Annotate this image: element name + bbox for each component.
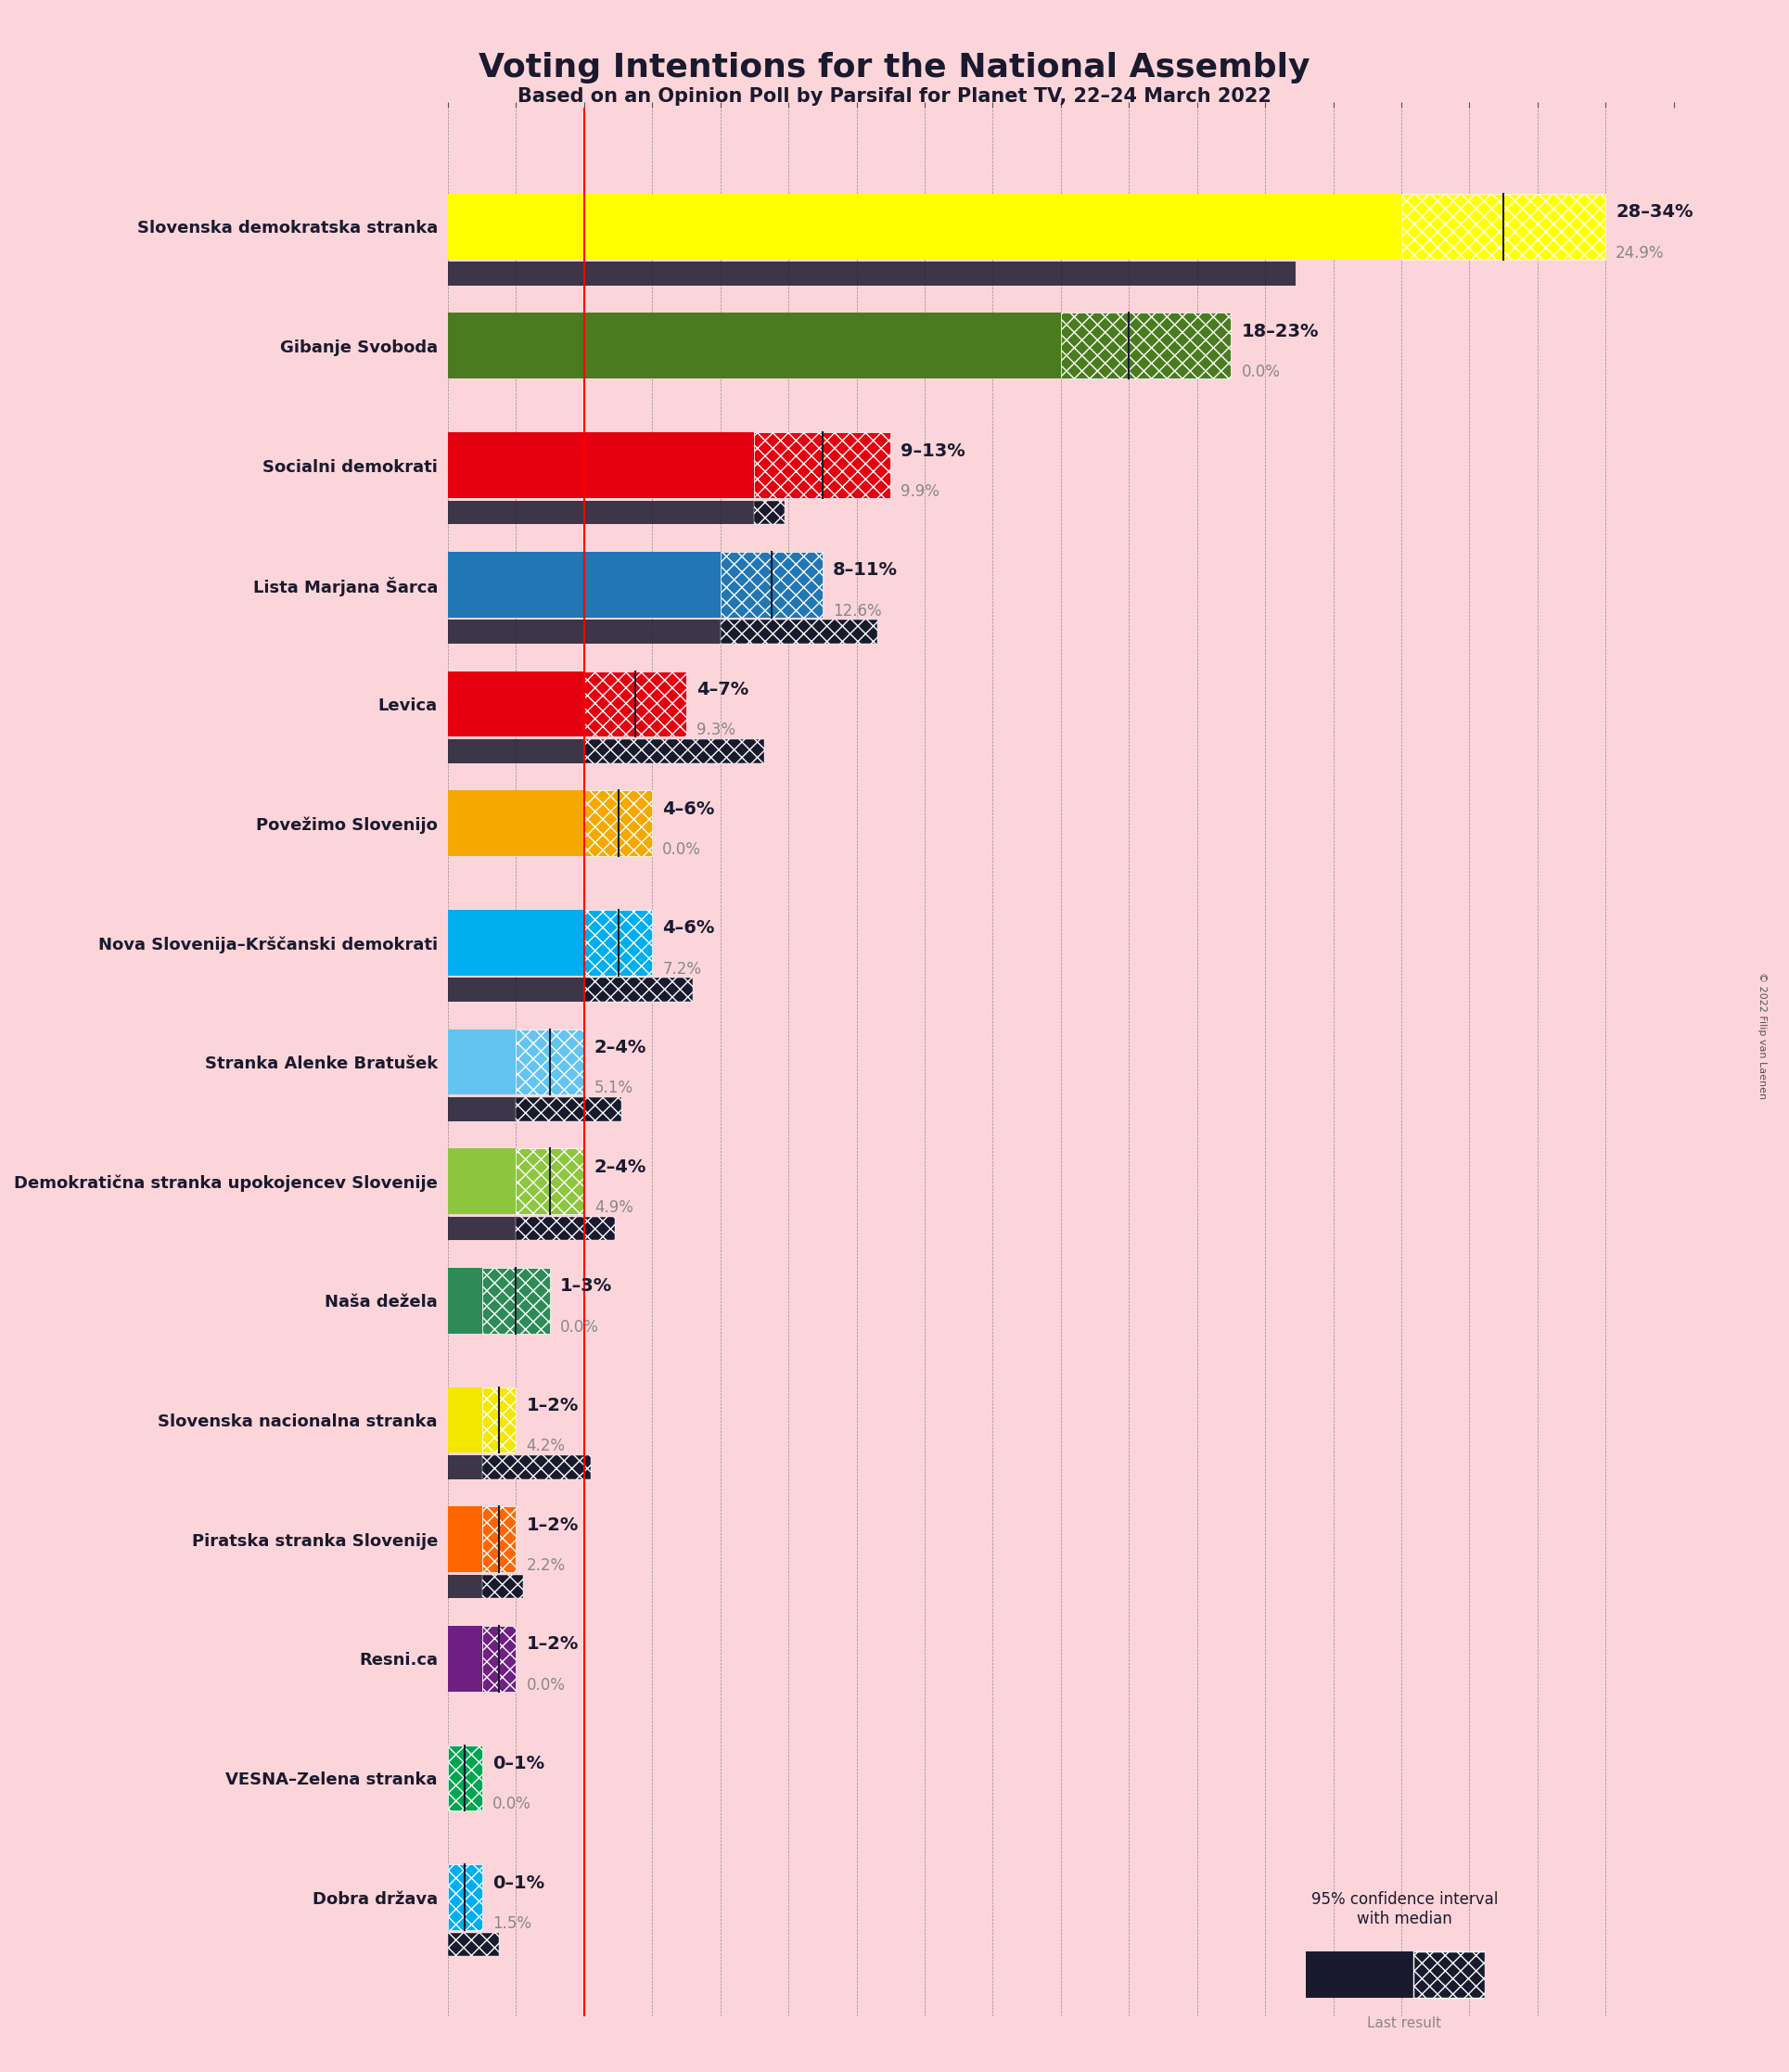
Bar [447,1216,615,1241]
Bar [447,261,1295,286]
Bar [481,1268,549,1334]
Bar [721,620,877,644]
Text: 0–1%: 0–1% [492,1755,544,1772]
Text: 12.6%: 12.6% [832,603,882,620]
Bar [515,1096,621,1121]
Text: 4–6%: 4–6% [662,920,716,937]
Bar [447,193,1401,259]
Text: 0.0%: 0.0% [1242,365,1281,381]
Bar [447,1386,481,1452]
Text: 9.9%: 9.9% [902,483,939,499]
Text: 1.5%: 1.5% [492,1915,531,1931]
Bar [447,1933,499,1956]
Text: 24.9%: 24.9% [1615,244,1664,261]
Text: Last result: Last result [1367,2016,1442,2031]
Bar [447,789,585,856]
Bar [721,551,823,617]
Bar [447,740,764,762]
Text: 28–34%: 28–34% [1615,203,1692,222]
Bar [515,1148,585,1214]
Bar [447,313,1061,379]
Bar [447,551,721,617]
Bar [481,1455,590,1479]
Bar [447,1745,481,1811]
Text: 0.0%: 0.0% [560,1318,599,1334]
Text: Based on an Opinion Poll by Parsifal for Planet TV, 22–24 March 2022: Based on an Opinion Poll by Parsifal for… [517,87,1272,106]
Bar [447,433,755,497]
Text: 95% confidence interval
with median: 95% confidence interval with median [1311,1892,1497,1927]
Text: 2–4%: 2–4% [594,1038,646,1057]
Text: 0–1%: 0–1% [492,1875,544,1892]
Bar [585,671,687,738]
Text: 4–6%: 4–6% [662,800,716,818]
Text: 1–3%: 1–3% [560,1278,612,1295]
Bar [1413,1952,1485,1997]
Text: © 2022 Filip van Laenen: © 2022 Filip van Laenen [1757,972,1768,1100]
Text: 4.2%: 4.2% [526,1438,565,1455]
Text: 2.2%: 2.2% [526,1558,565,1575]
Text: 9–13%: 9–13% [902,441,966,460]
Text: 8–11%: 8–11% [832,562,898,578]
Text: 1–2%: 1–2% [526,1517,578,1533]
Text: 0.0%: 0.0% [662,841,701,858]
Bar [447,978,692,1001]
Bar [1306,1952,1413,1997]
Bar [447,1096,621,1121]
Bar [755,501,785,524]
Text: 4.9%: 4.9% [594,1200,633,1216]
Bar [447,910,585,976]
Text: Voting Intentions for the National Assembly: Voting Intentions for the National Assem… [479,52,1310,83]
Bar [585,910,653,976]
Bar [447,620,877,644]
Text: 1–2%: 1–2% [526,1397,578,1415]
Bar [515,1216,615,1241]
Bar [481,1575,522,1598]
Text: 7.2%: 7.2% [662,961,701,978]
Bar [481,1627,515,1691]
Text: 4–7%: 4–7% [696,682,748,698]
Bar [447,501,785,524]
Bar [481,1506,515,1573]
Bar [585,978,692,1001]
Text: 2–4%: 2–4% [594,1158,646,1175]
Bar [447,1268,481,1334]
Bar [515,1030,585,1094]
Bar [447,671,585,738]
Bar [755,433,891,497]
Text: 0.0%: 0.0% [526,1676,565,1693]
Bar [585,740,764,762]
Bar [1061,313,1231,379]
Bar [481,1386,515,1452]
Bar [585,789,653,856]
Text: 0.0%: 0.0% [492,1796,531,1813]
Bar [447,1627,481,1691]
Bar [447,1933,499,1956]
Bar [447,1455,590,1479]
Text: 9.3%: 9.3% [696,721,735,738]
Text: 18–23%: 18–23% [1242,323,1318,340]
Bar [447,1148,515,1214]
Text: 5.1%: 5.1% [594,1080,633,1096]
Text: 1–2%: 1–2% [526,1635,578,1653]
Bar [447,1030,515,1094]
Bar [447,1506,481,1573]
Bar [1401,193,1605,259]
Bar [447,1575,522,1598]
Bar [447,1865,481,1931]
